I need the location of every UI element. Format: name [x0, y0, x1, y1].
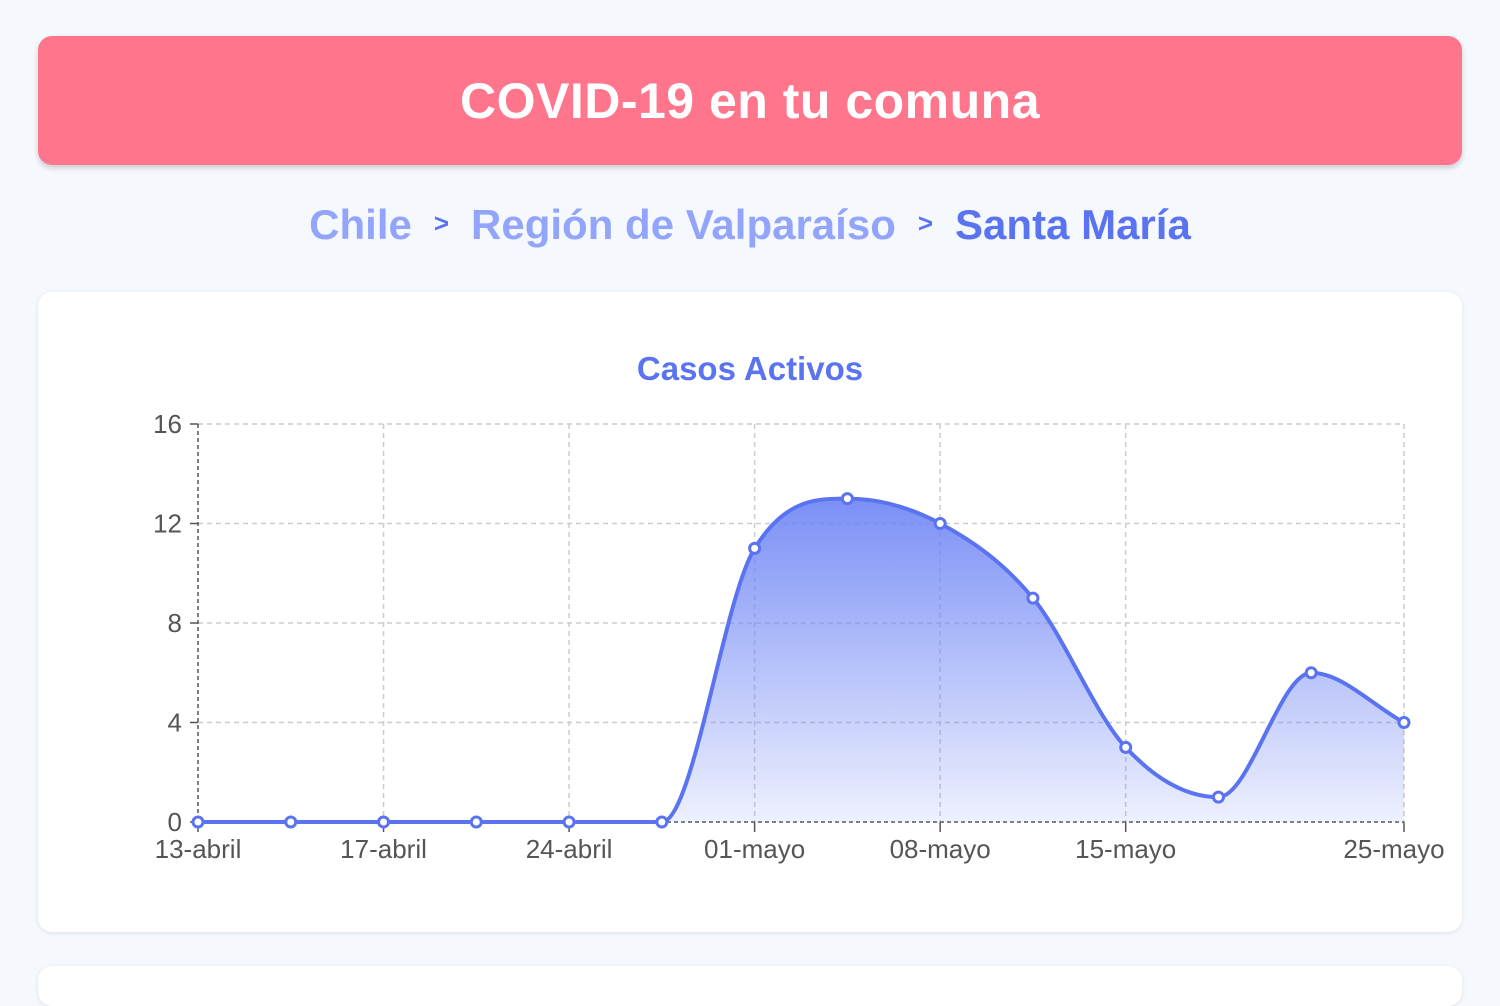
y-tick-label: 4: [168, 708, 182, 738]
y-tick-label: 16: [153, 409, 182, 439]
breadcrumb-item-country[interactable]: Chile: [309, 201, 412, 249]
x-tick-label: 24-abril: [526, 834, 613, 864]
breadcrumb-item-commune: Santa María: [955, 201, 1191, 249]
x-tick-label: 01-mayo: [704, 834, 805, 864]
x-tick-label: 13-abril: [155, 834, 242, 864]
data-point: [1306, 668, 1316, 678]
breadcrumb-separator: >: [918, 208, 933, 239]
chart-card: Casos Activos 0 4 8 12 16 13-abril 17-abril 24-…: [38, 292, 1462, 932]
data-point: [842, 494, 852, 504]
data-point: [286, 817, 296, 827]
y-tick-label: 12: [153, 509, 182, 539]
data-point: [471, 817, 481, 827]
data-point: [657, 817, 667, 827]
page-title: COVID-19 en tu comuna: [460, 72, 1040, 130]
data-point: [1399, 718, 1409, 728]
data-point: [1213, 792, 1223, 802]
breadcrumb: Chile > Región de Valparaíso > Santa Mar…: [0, 190, 1500, 260]
data-point: [193, 817, 203, 827]
data-point: [379, 817, 389, 827]
y-tick-label: 8: [168, 608, 182, 638]
data-point: [750, 543, 760, 553]
area-fill: [198, 499, 1404, 822]
x-tick-label: 25-mayo: [1343, 834, 1444, 864]
breadcrumb-item-region[interactable]: Región de Valparaíso: [471, 201, 896, 249]
chart-title: Casos Activos: [637, 350, 863, 387]
data-point: [564, 817, 574, 827]
breadcrumb-separator: >: [434, 208, 449, 239]
data-point: [935, 519, 945, 529]
y-tick-label: 0: [168, 807, 182, 837]
data-point: [1121, 742, 1131, 752]
next-card: [38, 966, 1462, 1006]
x-tick-label: 08-mayo: [890, 834, 991, 864]
app-header: COVID-19 en tu comuna: [38, 36, 1462, 165]
x-tick-label: 17-abril: [340, 834, 427, 864]
chart-series: [193, 494, 1409, 827]
data-point: [1028, 593, 1038, 603]
x-tick-label: 15-mayo: [1075, 834, 1176, 864]
active-cases-chart: Casos Activos 0 4 8 12 16 13-abril 17-abril 24-…: [38, 292, 1462, 932]
